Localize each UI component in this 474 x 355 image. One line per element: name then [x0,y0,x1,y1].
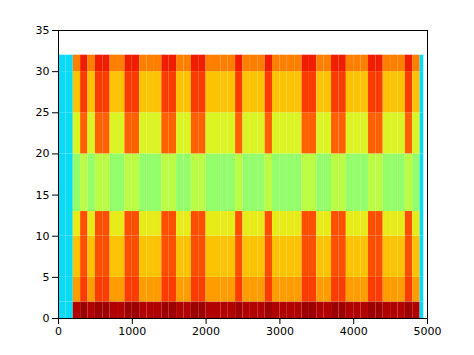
svg-text:5000: 5000 [414,325,442,338]
svg-text:35: 35 [36,24,50,37]
svg-text:0: 0 [43,312,50,325]
svg-text:10: 10 [36,230,50,243]
svg-text:4000: 4000 [340,325,368,338]
svg-text:1000: 1000 [118,325,146,338]
svg-text:15: 15 [36,189,50,202]
svg-text:20: 20 [36,147,50,160]
svg-text:2000: 2000 [192,325,220,338]
svg-text:30: 30 [36,65,50,78]
svg-text:0: 0 [55,325,62,338]
svg-text:5: 5 [43,271,50,284]
svg-text:25: 25 [36,106,50,119]
svg-text:3000: 3000 [266,325,294,338]
